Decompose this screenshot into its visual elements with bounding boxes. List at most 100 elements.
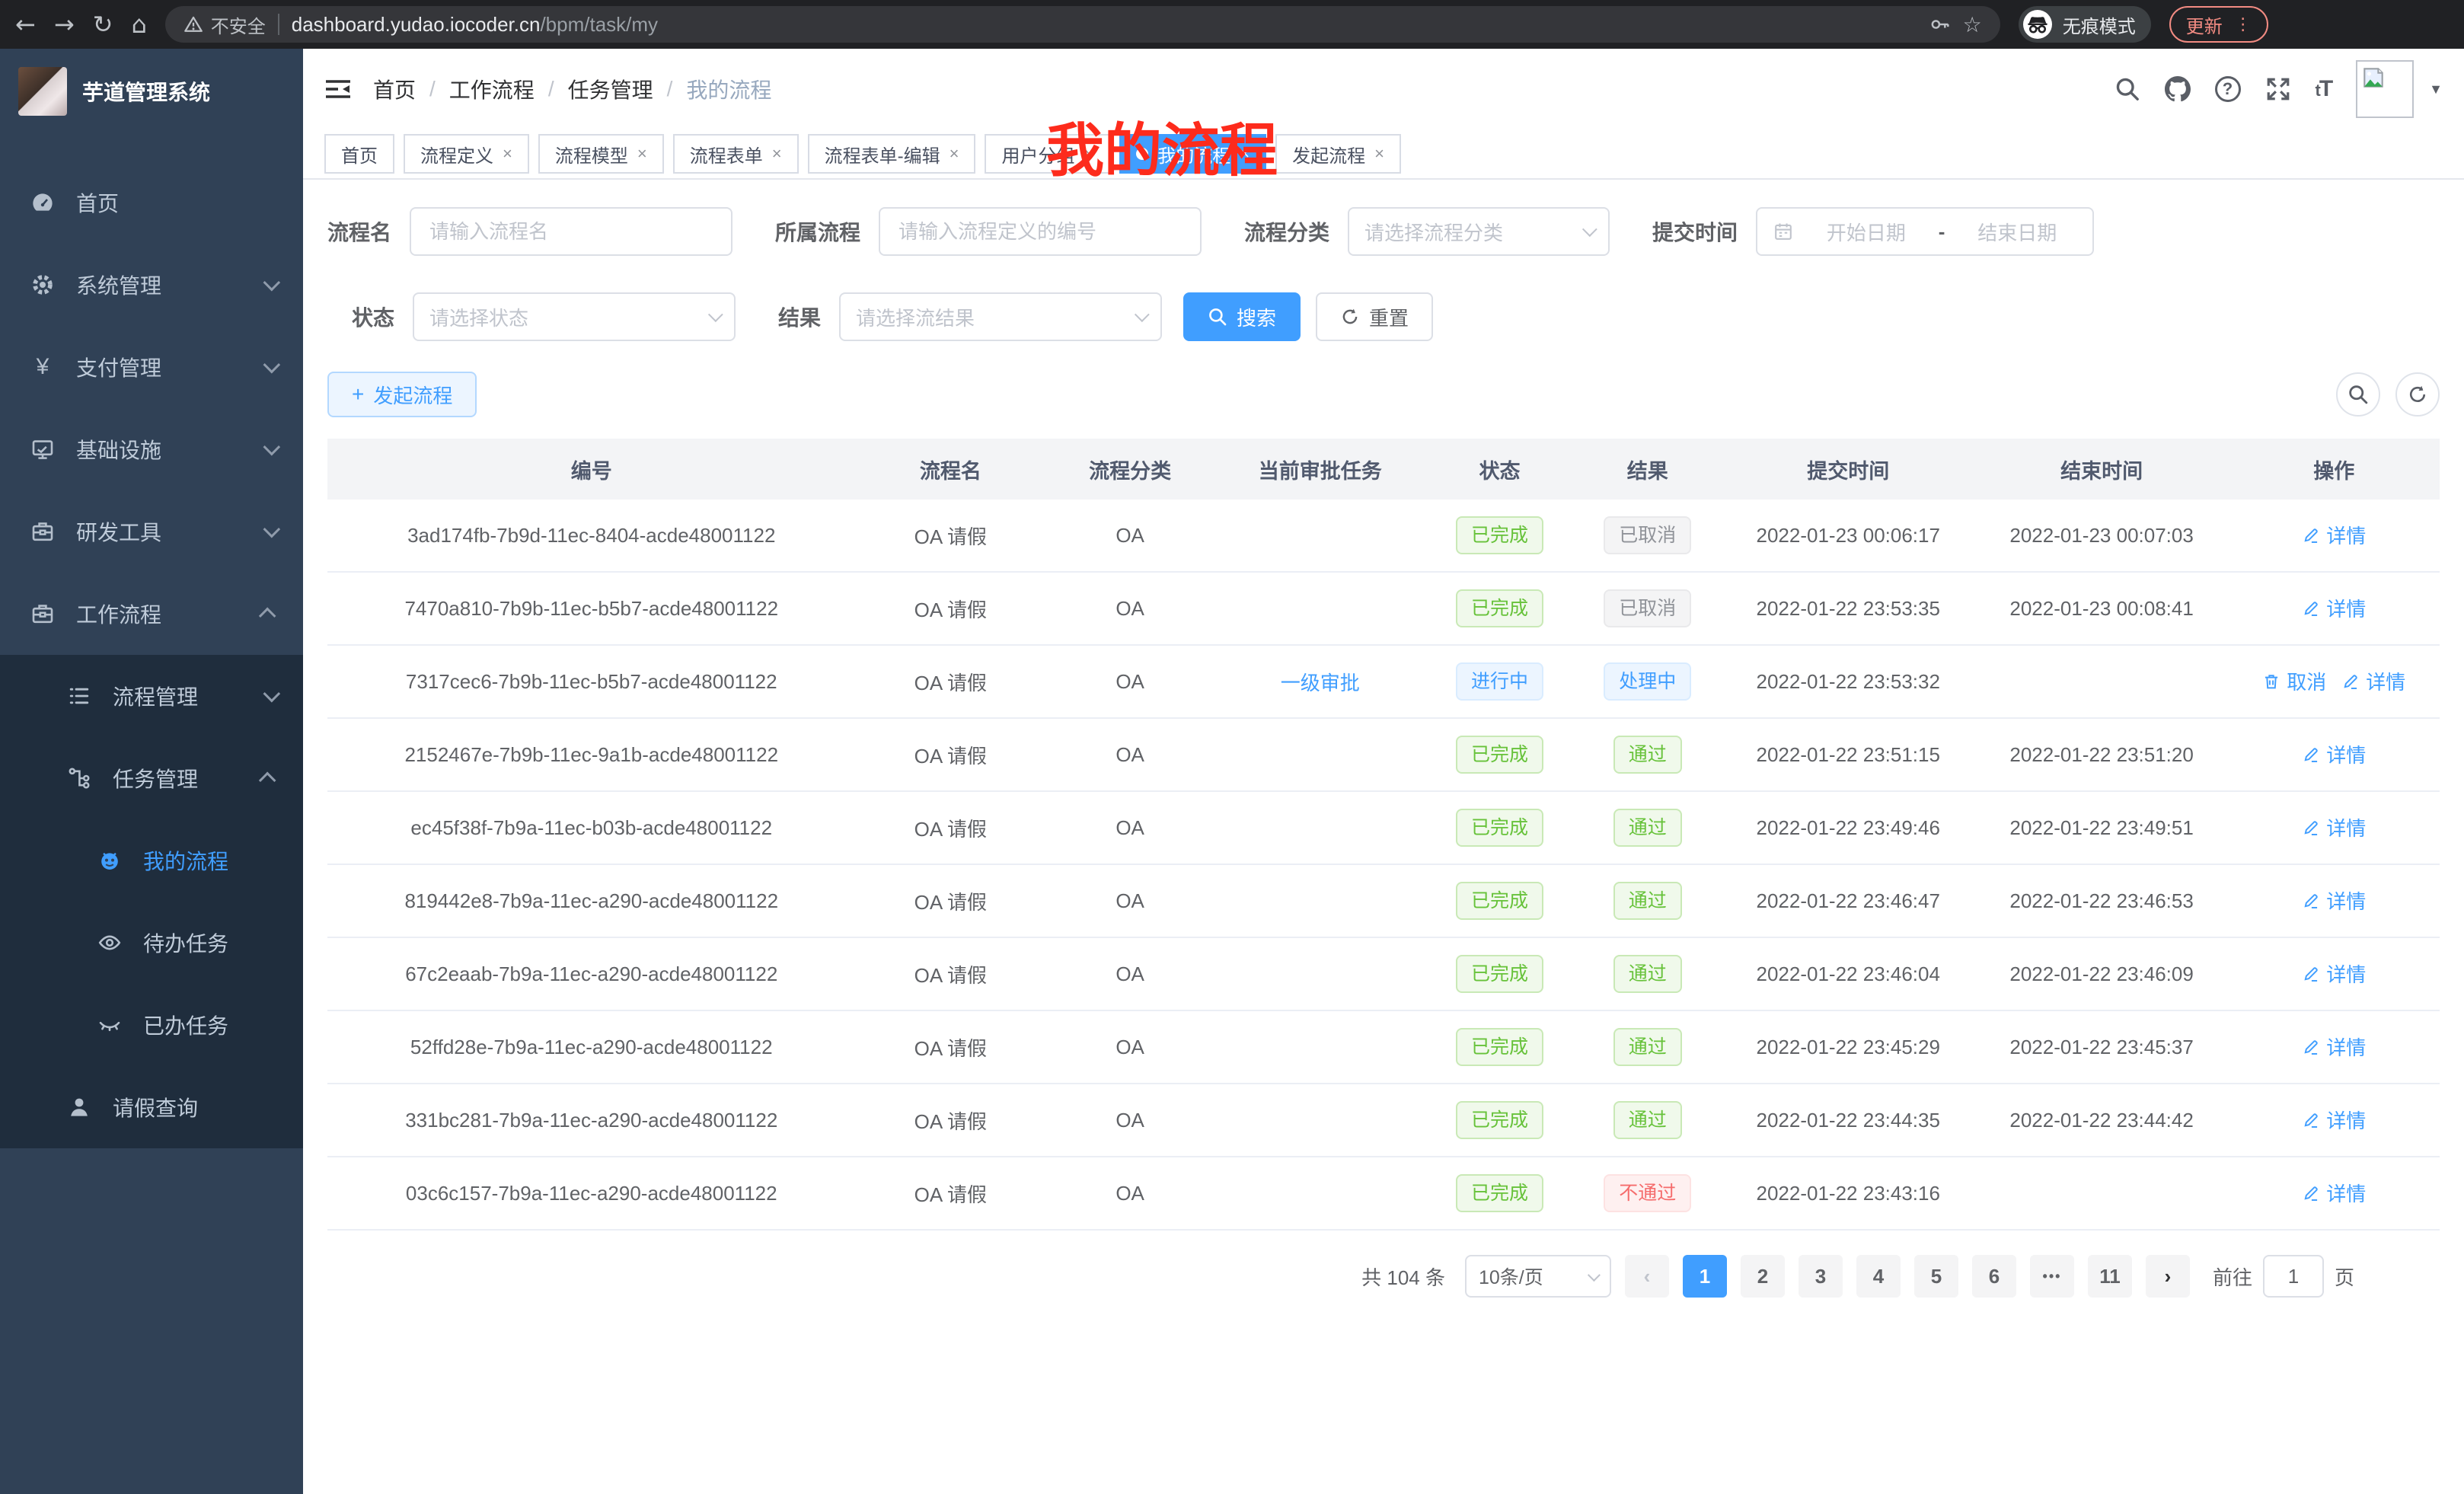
warning-icon <box>184 14 203 34</box>
end-date[interactable]: 结束日期 <box>1977 221 2057 244</box>
breadcrumb-workflow[interactable]: 工作流程 <box>448 78 535 102</box>
close-icon[interactable]: × <box>503 144 512 163</box>
status-select[interactable]: 请选择状态 <box>413 292 736 341</box>
tab-start-process[interactable]: 发起流程 × <box>1275 134 1402 174</box>
close-icon[interactable]: × <box>1374 144 1385 163</box>
active-dot <box>1136 148 1149 160</box>
back-icon[interactable]: ← <box>15 10 36 39</box>
sidebar-item-task-mgmt[interactable]: 任务管理 <box>0 737 303 819</box>
sidebar-item-workflow[interactable]: 工作流程 <box>0 573 303 655</box>
tab-user-group[interactable]: 用户分组 × <box>985 134 1111 174</box>
sidebar: 芋道管理系统 首页 系统管理 ¥ 支付管理 <box>0 49 303 1494</box>
tab-process-model[interactable]: 流程模型 × <box>538 134 664 174</box>
help-icon[interactable]: ? <box>2214 76 2241 102</box>
sidebar-item-system[interactable]: 系统管理 <box>0 244 303 326</box>
total-count: 共 104 条 <box>1361 1266 1445 1289</box>
caret-down-icon[interactable]: ▼ <box>2429 81 2443 97</box>
address-bar[interactable]: 不安全 dashboard.yudao.iocoder.cn/bpm/task/… <box>164 6 2000 43</box>
trash-icon <box>2262 672 2280 691</box>
page-button[interactable]: 4 <box>1856 1255 1901 1298</box>
status-badge: 已完成 <box>1456 736 1544 774</box>
close-icon[interactable]: × <box>637 144 647 163</box>
start-date[interactable]: 开始日期 <box>1826 221 1906 244</box>
toolbox-icon <box>30 519 55 544</box>
browser-menu-icon[interactable]: ⋮ <box>2234 14 2252 34</box>
avatar[interactable] <box>2356 60 2415 118</box>
page-button[interactable]: 2 <box>1740 1255 1785 1298</box>
sidebar-item-infra[interactable]: 基础设施 <box>0 408 303 490</box>
refresh-button[interactable] <box>2395 372 2440 417</box>
sidebar-item-devtools[interactable]: 研发工具 <box>0 490 303 573</box>
breadcrumb-home[interactable]: 首页 <box>373 78 417 102</box>
bookmark-star-icon[interactable]: ☆ <box>1962 12 1982 37</box>
detail-link[interactable]: 详情 <box>2302 1033 2366 1061</box>
current-task-link[interactable]: 一级审批 <box>1280 671 1360 694</box>
page-button[interactable]: 1 <box>1682 1255 1727 1298</box>
process-def-input[interactable] <box>879 207 1202 256</box>
tab-my-process[interactable]: 我的流程 × <box>1119 134 1267 174</box>
sidebar-item-my-process[interactable]: 我的流程 <box>0 819 303 902</box>
detail-link[interactable]: 详情 <box>2341 667 2405 695</box>
font-size-icon[interactable]: tT <box>2315 76 2334 101</box>
detail-link[interactable]: 详情 <box>2302 1106 2366 1134</box>
goto-page-input[interactable] <box>2262 1255 2324 1298</box>
tab-home[interactable]: 首页 <box>324 134 394 174</box>
fullscreen-icon[interactable] <box>2265 76 2291 102</box>
page-size-select[interactable]: 10条/页 <box>1464 1255 1611 1298</box>
detail-link[interactable]: 详情 <box>2302 594 2366 622</box>
page-button[interactable]: 11 <box>2087 1255 2132 1298</box>
collapse-menu-icon[interactable] <box>324 77 352 101</box>
key-icon[interactable] <box>1929 14 1951 35</box>
github-icon[interactable] <box>2165 76 2191 102</box>
category-select[interactable]: 请选择流程分类 <box>1348 207 1610 256</box>
sidebar-item-done-task[interactable]: 已办任务 <box>0 984 303 1066</box>
detail-link[interactable]: 详情 <box>2302 813 2366 841</box>
more-pages-button[interactable]: ••• <box>2029 1255 2074 1298</box>
status-badge: 已完成 <box>1456 955 1544 993</box>
show-search-button[interactable] <box>2336 372 2380 417</box>
tab-process-form[interactable]: 流程表单 × <box>672 134 799 174</box>
result-badge: 已取消 <box>1604 516 1692 554</box>
detail-link[interactable]: 详情 <box>2302 521 2366 549</box>
sidebar-item-leave-query[interactable]: 请假查询 <box>0 1066 303 1148</box>
security-warning[interactable]: 不安全 <box>184 11 266 38</box>
submit-time-range[interactable]: 开始日期 - 结束日期 <box>1756 207 2095 256</box>
chevron-up-icon <box>258 607 276 625</box>
home-icon[interactable]: ⌂ <box>131 10 147 39</box>
update-button[interactable]: 更新 ⋮ <box>2169 6 2268 43</box>
start-process-button[interactable]: + 发起流程 <box>327 372 477 417</box>
close-icon[interactable]: × <box>949 144 959 163</box>
reset-button[interactable]: 重置 <box>1316 292 1434 341</box>
tab-process-definition[interactable]: 流程定义 × <box>404 134 529 174</box>
chevron-down-icon <box>1134 307 1150 323</box>
search-icon[interactable] <box>2115 76 2140 102</box>
logo-image <box>18 67 67 116</box>
next-page-button[interactable]: › <box>2145 1255 2190 1298</box>
detail-link[interactable]: 详情 <box>2302 959 2366 988</box>
reload-icon[interactable]: ↻ <box>92 10 113 39</box>
pencil-icon <box>2341 672 2360 691</box>
sidebar-item-todo-task[interactable]: 待办任务 <box>0 902 303 984</box>
sidebar-item-process-mgmt[interactable]: 流程管理 <box>0 655 303 737</box>
cancel-link[interactable]: 取消 <box>2262 667 2326 695</box>
close-icon[interactable]: × <box>771 144 782 163</box>
tab-process-form-edit[interactable]: 流程表单-编辑 × <box>807 134 976 174</box>
close-icon[interactable]: × <box>1084 144 1094 163</box>
page-button[interactable]: 6 <box>1971 1255 2016 1298</box>
sidebar-item-home[interactable]: 首页 <box>0 161 303 244</box>
process-name-input[interactable] <box>410 207 733 256</box>
close-icon[interactable]: × <box>1240 144 1250 163</box>
forward-icon[interactable]: → <box>53 10 75 39</box>
detail-link[interactable]: 详情 <box>2302 1179 2366 1207</box>
prev-page-button[interactable]: ‹ <box>1624 1255 1669 1298</box>
breadcrumb-task-mgmt[interactable]: 任务管理 <box>567 78 653 102</box>
result-select[interactable]: 请选择流结果 <box>839 292 1163 341</box>
sidebar-item-payment[interactable]: ¥ 支付管理 <box>0 326 303 408</box>
page-button[interactable]: 5 <box>1913 1255 1958 1298</box>
detail-link[interactable]: 详情 <box>2302 740 2366 768</box>
page-button[interactable]: 3 <box>1798 1255 1843 1298</box>
search-button[interactable]: 搜索 <box>1183 292 1301 341</box>
detail-link[interactable]: 详情 <box>2302 886 2366 915</box>
content: 流程名 所属流程 流程分类 请选择流程分类 提交时间 开始日期 - 结束日期 <box>303 180 2464 1494</box>
pencil-icon <box>2302 745 2320 764</box>
